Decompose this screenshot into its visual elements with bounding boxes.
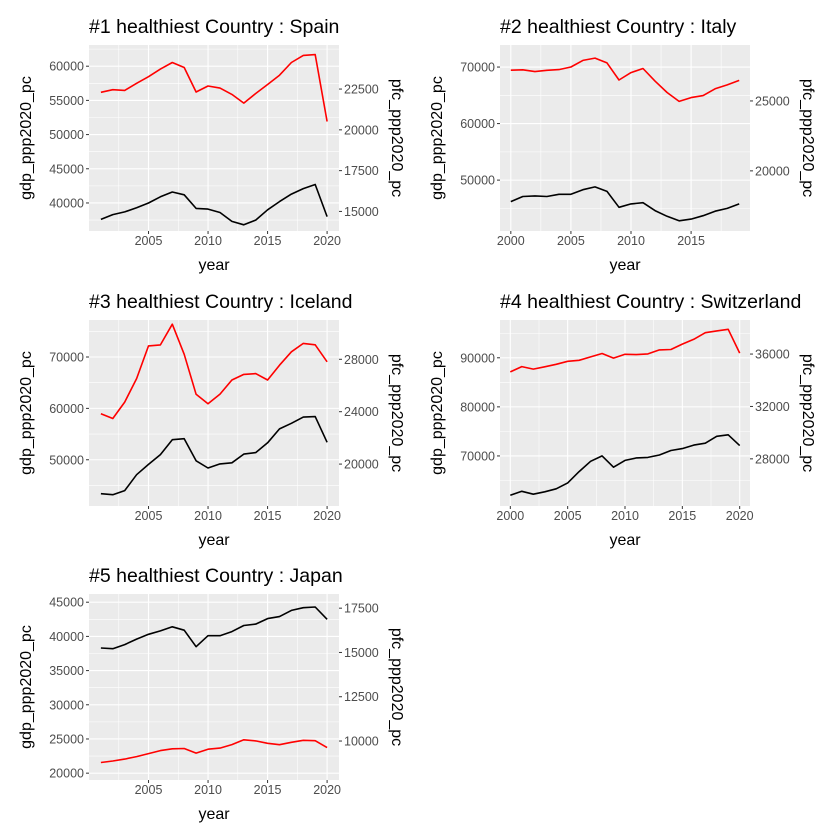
x-tick-label: 2005 — [135, 234, 163, 248]
y-tick-label: 50000 — [49, 128, 84, 142]
series-line-pfc — [100, 738, 328, 764]
chart-title: #1 healthiest Country : Spain — [89, 16, 339, 38]
y-tick-label: 60000 — [460, 117, 495, 131]
chart-title: #3 healthiest Country : Iceland — [89, 291, 352, 313]
right-axis-title: pfc_ppp2020_pc — [799, 354, 816, 472]
y-tick-label: 80000 — [460, 400, 495, 414]
x-tick-label: 2015 — [677, 234, 705, 248]
x-tick-label: 2020 — [313, 234, 341, 248]
x-tick-label: 2015 — [254, 234, 282, 248]
y-tick-label: 40000 — [49, 196, 84, 210]
right-axis-title: pfc_ppp2020_pc — [388, 354, 405, 472]
y2-tick-label: 22500 — [344, 83, 379, 97]
series-line-pfc — [509, 328, 741, 373]
right-axis-title: pfc_ppp2020_pc — [388, 79, 405, 197]
left-axis-title: gdp_ppp2020_pc — [18, 76, 35, 200]
y-tick-label: 70000 — [49, 350, 84, 364]
series-line-gdp — [100, 606, 328, 650]
chart-panel-4: 2000 2005 2010 2015 2020 70000 80000 90000 28000… — [429, 291, 816, 549]
y-tick-label: 45000 — [49, 596, 84, 610]
series-line-pfc — [100, 323, 328, 420]
y-tick-label: 50000 — [460, 174, 495, 188]
right-axis-title: pfc_ppp2020_pc — [799, 79, 816, 197]
x-axis-title: year — [609, 257, 641, 274]
chart-panel-5: 2005 2010 2015 2020 20000 25000 30000 35000 4000… — [18, 565, 405, 823]
y2-tick-label: 32000 — [755, 400, 790, 414]
chart-title: #5 healthiest Country : Japan — [89, 565, 343, 587]
series-line-pfc — [510, 57, 740, 103]
y2-tick-label: 12500 — [344, 690, 379, 704]
chart-panel-2: 2000 2005 2010 2015 50000 60000 70000 20000 2500… — [429, 16, 816, 274]
plot-background — [89, 594, 339, 780]
chart-panel-1: 2005 2010 2015 2020 40000 45000 50000 55000 6000… — [18, 16, 405, 274]
chart-title: #4 healthiest Country : Switzerland — [500, 291, 801, 313]
y2-tick-label: 15000 — [344, 646, 379, 660]
y2-tick-label: 20000 — [344, 458, 379, 472]
y-tick-label: 60000 — [49, 402, 84, 416]
x-tick-label: 2005 — [557, 234, 585, 248]
series-line-gdp — [510, 433, 741, 496]
left-axis-title: gdp_ppp2020_pc — [18, 351, 35, 475]
x-tick-label: 2010 — [194, 234, 222, 248]
series-line-gdp — [510, 186, 740, 222]
y-tick-label: 35000 — [49, 664, 84, 678]
left-axis-title: gdp_ppp2020_pc — [429, 76, 446, 200]
x-tick-label: 2010 — [194, 783, 222, 797]
left-axis-title: gdp_ppp2020_pc — [18, 625, 35, 749]
y2-tick-label: 17500 — [344, 602, 379, 616]
series-line-pfc — [100, 53, 328, 122]
left-axis-title: gdp_ppp2020_pc — [429, 351, 446, 475]
y-tick-label: 60000 — [49, 60, 84, 74]
x-tick-label: 2010 — [617, 234, 645, 248]
x-tick-label: 2015 — [254, 509, 282, 523]
x-tick-label: 2005 — [135, 783, 163, 797]
x-tick-label: 2015 — [668, 509, 696, 523]
y2-tick-label: 25000 — [755, 94, 790, 108]
y-tick-label: 90000 — [460, 351, 495, 365]
y-tick-label: 30000 — [49, 698, 84, 712]
x-tick-label: 2020 — [313, 509, 341, 523]
y2-tick-label: 20000 — [344, 123, 379, 137]
plot-background — [89, 320, 339, 506]
y2-tick-label: 36000 — [755, 348, 790, 362]
x-tick-label: 2010 — [194, 509, 222, 523]
y2-tick-label: 17500 — [344, 164, 379, 178]
series-line-gdp — [100, 415, 328, 496]
x-tick-label: 2000 — [497, 234, 525, 248]
y-tick-label: 55000 — [49, 94, 84, 108]
x-tick-label: 2020 — [313, 783, 341, 797]
y2-tick-label: 28000 — [344, 353, 379, 367]
x-axis-title: year — [609, 532, 641, 549]
plot-background — [500, 45, 750, 231]
y2-tick-label: 10000 — [344, 735, 379, 749]
y2-tick-label: 20000 — [755, 164, 790, 178]
y2-tick-label: 24000 — [344, 405, 379, 419]
y2-tick-label: 28000 — [755, 452, 790, 466]
x-tick-label: 2005 — [554, 509, 582, 523]
x-tick-label: 2000 — [496, 509, 524, 523]
y-tick-label: 70000 — [460, 449, 495, 463]
x-axis-title: year — [198, 806, 230, 823]
right-axis-title: pfc_ppp2020_pc — [388, 628, 405, 746]
chart-title: #2 healthiest Country : Italy — [500, 16, 737, 38]
y-tick-label: 50000 — [49, 453, 84, 467]
y-tick-label: 70000 — [460, 61, 495, 75]
chart-panel-3: 2005 2010 2015 2020 50000 60000 70000 20000 2400… — [18, 291, 405, 549]
x-tick-label: 2020 — [726, 509, 754, 523]
x-tick-label: 2005 — [135, 509, 163, 523]
y-tick-label: 40000 — [49, 630, 84, 644]
x-axis-title: year — [198, 532, 230, 549]
x-tick-label: 2010 — [611, 509, 639, 523]
x-tick-label: 2015 — [254, 783, 282, 797]
y-tick-label: 45000 — [49, 162, 84, 176]
y-tick-label: 20000 — [49, 767, 84, 781]
x-axis-title: year — [198, 257, 230, 274]
y2-tick-label: 15000 — [344, 205, 379, 219]
y-tick-label: 25000 — [49, 732, 84, 746]
series-line-gdp — [100, 183, 328, 226]
